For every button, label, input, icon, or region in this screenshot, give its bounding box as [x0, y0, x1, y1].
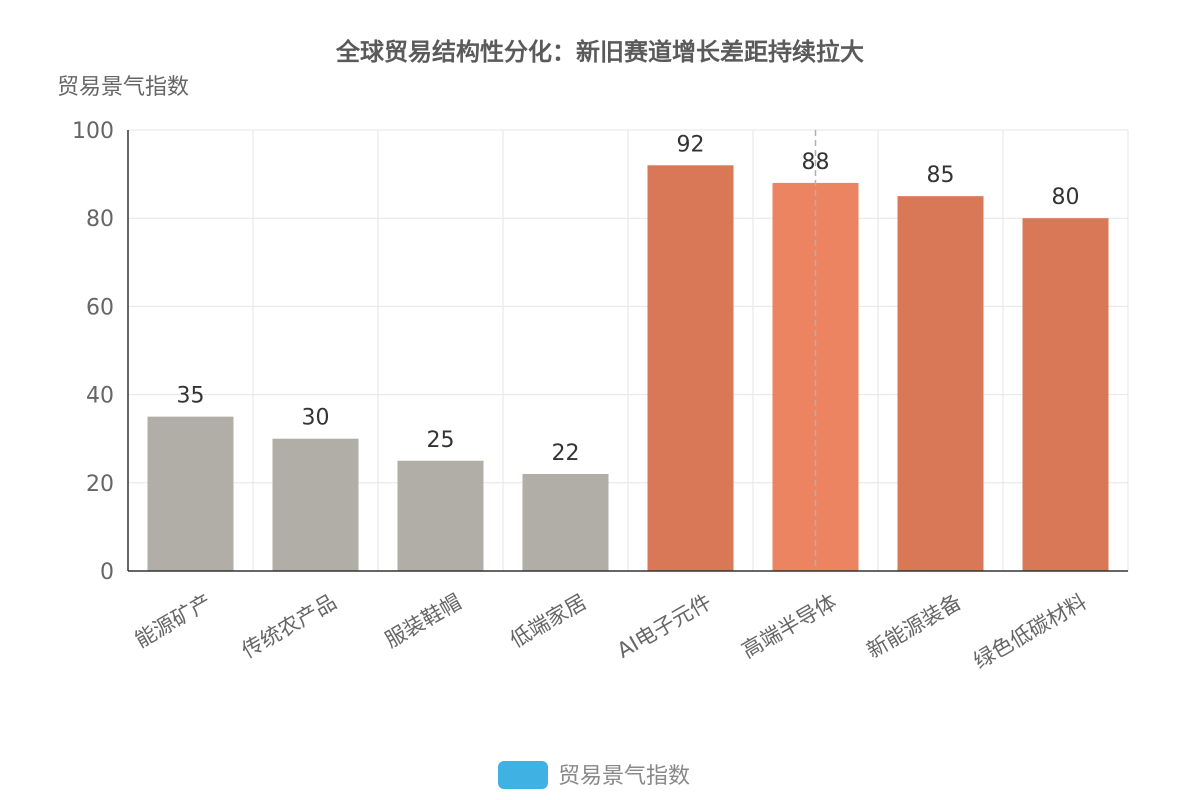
bar[interactable]	[272, 438, 359, 571]
bar[interactable]	[772, 182, 859, 572]
y-tick-label: 100	[72, 119, 114, 144]
legend-label[interactable]: 贸易景气指数	[558, 764, 690, 789]
x-tick-label: 服装鞋帽	[381, 590, 466, 653]
data-label: 85	[927, 163, 955, 188]
bar[interactable]	[397, 460, 484, 571]
x-tick-label: AI电子元件	[613, 590, 716, 663]
bar[interactable]	[147, 416, 234, 571]
chart-title: 全球贸易结构性分化：新旧赛道增长差距持续拉大	[335, 38, 864, 66]
y-axis-label: 贸易景气指数	[57, 75, 189, 100]
bars	[147, 165, 1109, 572]
bar[interactable]	[897, 196, 984, 571]
y-tick-label: 0	[100, 560, 114, 585]
grid-lines	[128, 129, 1129, 572]
legend-swatch[interactable]	[498, 761, 548, 789]
data-label: 25	[427, 428, 455, 453]
data-label: 22	[552, 441, 580, 466]
x-tick-label: 能源矿产	[131, 590, 216, 653]
x-tick-label: 低端家居	[506, 590, 591, 653]
y-tick-label: 40	[86, 384, 114, 409]
legend[interactable]: 贸易景气指数	[498, 761, 690, 789]
data-label: 92	[677, 132, 705, 157]
x-tick-label: 绿色低碳材料	[969, 590, 1090, 674]
y-tick-label: 60	[86, 295, 114, 320]
x-tick-label: 新能源装备	[863, 590, 966, 663]
y-tick-label: 80	[86, 207, 114, 232]
data-label: 30	[302, 406, 330, 431]
bar[interactable]	[647, 165, 734, 571]
data-label: 80	[1052, 185, 1080, 210]
bar[interactable]	[1022, 218, 1109, 571]
bar[interactable]	[522, 473, 609, 571]
x-tick-label: 高端半导体	[738, 590, 841, 663]
data-label: 35	[177, 384, 205, 409]
y-tick-label: 20	[86, 472, 114, 497]
x-tick-label: 传统农产品	[238, 590, 341, 663]
